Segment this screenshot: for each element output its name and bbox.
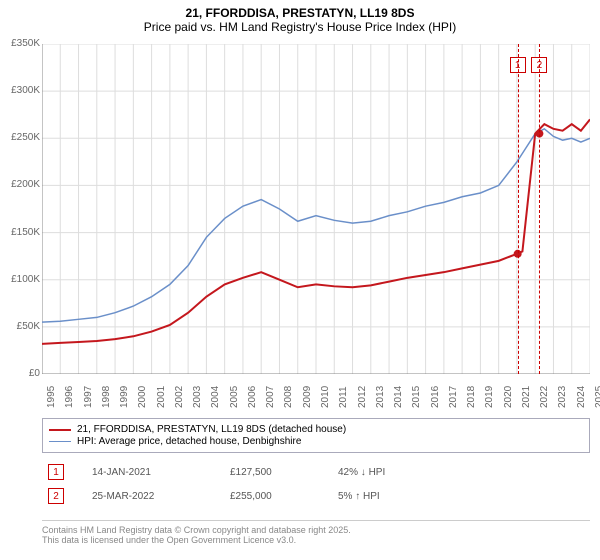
x-tick-label: 2001 [156, 386, 167, 408]
x-tick-label: 1997 [83, 386, 94, 408]
legend-swatch-price [49, 429, 71, 431]
transaction-pct: 42% ↓ HPI [338, 467, 438, 478]
x-tick-label: 2008 [283, 386, 294, 408]
x-tick-label: 2000 [137, 386, 148, 408]
legend-box: 21, FFORDDISA, PRESTATYN, LL19 8DS (deta… [42, 418, 590, 453]
legend-row: 21, FFORDDISA, PRESTATYN, LL19 8DS (deta… [49, 424, 583, 435]
transaction-price: £255,000 [230, 491, 310, 502]
x-tick-label: 2014 [393, 386, 404, 408]
x-tick-label: 2025 [594, 386, 600, 408]
chart-svg [42, 44, 590, 374]
x-tick-label: 2012 [357, 386, 368, 408]
marker-vline [539, 44, 540, 374]
transaction-table: 1 14-JAN-2021 £127,500 42% ↓ HPI 2 25-MA… [42, 460, 590, 508]
x-tick-label: 2013 [375, 386, 386, 408]
y-tick-label: £200K [0, 179, 40, 190]
legend-label-hpi: HPI: Average price, detached house, Denb… [77, 436, 301, 447]
x-tick-label: 2022 [539, 386, 550, 408]
x-tick-label: 2009 [302, 386, 313, 408]
title-subtitle: Price paid vs. HM Land Registry's House … [0, 20, 600, 34]
x-tick-label: 2018 [466, 386, 477, 408]
marker-badge-2: 2 [48, 488, 64, 504]
x-tick-label: 2024 [576, 386, 587, 408]
transaction-row: 1 14-JAN-2021 £127,500 42% ↓ HPI [42, 460, 590, 484]
x-tick-label: 2021 [521, 386, 532, 408]
x-tick-label: 2007 [265, 386, 276, 408]
x-tick-label: 2004 [210, 386, 221, 408]
y-tick-label: £150K [0, 227, 40, 238]
legend-row: HPI: Average price, detached house, Denb… [49, 436, 583, 447]
y-tick-label: £300K [0, 85, 40, 96]
x-tick-label: 1995 [46, 386, 57, 408]
legend-swatch-hpi [49, 441, 71, 442]
transaction-pct: 5% ↑ HPI [338, 491, 438, 502]
x-tick-label: 2002 [174, 386, 185, 408]
x-tick-label: 2003 [192, 386, 203, 408]
transaction-row: 2 25-MAR-2022 £255,000 5% ↑ HPI [42, 484, 590, 508]
footer-line2: This data is licensed under the Open Gov… [42, 535, 590, 545]
y-tick-label: £50K [0, 321, 40, 332]
x-tick-label: 2005 [229, 386, 240, 408]
x-tick-label: 2023 [557, 386, 568, 408]
transaction-price: £127,500 [230, 467, 310, 478]
marker-badge-1: 1 [48, 464, 64, 480]
x-tick-label: 2016 [430, 386, 441, 408]
x-tick-label: 2020 [503, 386, 514, 408]
chart-plot-area [42, 44, 590, 374]
y-tick-label: £250K [0, 132, 40, 143]
y-tick-label: £0 [0, 368, 40, 379]
x-tick-label: 1999 [119, 386, 130, 408]
x-tick-label: 2017 [448, 386, 459, 408]
title-block: 21, FFORDDISA, PRESTATYN, LL19 8DS Price… [0, 0, 600, 34]
x-tick-label: 2010 [320, 386, 331, 408]
y-tick-label: £100K [0, 274, 40, 285]
x-tick-label: 2011 [338, 386, 349, 408]
legend-label-price: 21, FFORDDISA, PRESTATYN, LL19 8DS (deta… [77, 424, 346, 435]
x-tick-label: 2006 [247, 386, 258, 408]
chart-container: 21, FFORDDISA, PRESTATYN, LL19 8DS Price… [0, 0, 600, 560]
footer-attribution: Contains HM Land Registry data © Crown c… [42, 520, 590, 545]
marker-vline [518, 44, 519, 374]
y-tick-label: £350K [0, 38, 40, 49]
transaction-date: 14-JAN-2021 [92, 467, 202, 478]
x-tick-label: 2019 [484, 386, 495, 408]
x-tick-label: 1996 [64, 386, 75, 408]
footer-line1: Contains HM Land Registry data © Crown c… [42, 525, 590, 535]
x-tick-label: 2015 [411, 386, 422, 408]
x-tick-label: 1998 [101, 386, 112, 408]
title-address: 21, FFORDDISA, PRESTATYN, LL19 8DS [0, 6, 600, 20]
transaction-date: 25-MAR-2022 [92, 491, 202, 502]
